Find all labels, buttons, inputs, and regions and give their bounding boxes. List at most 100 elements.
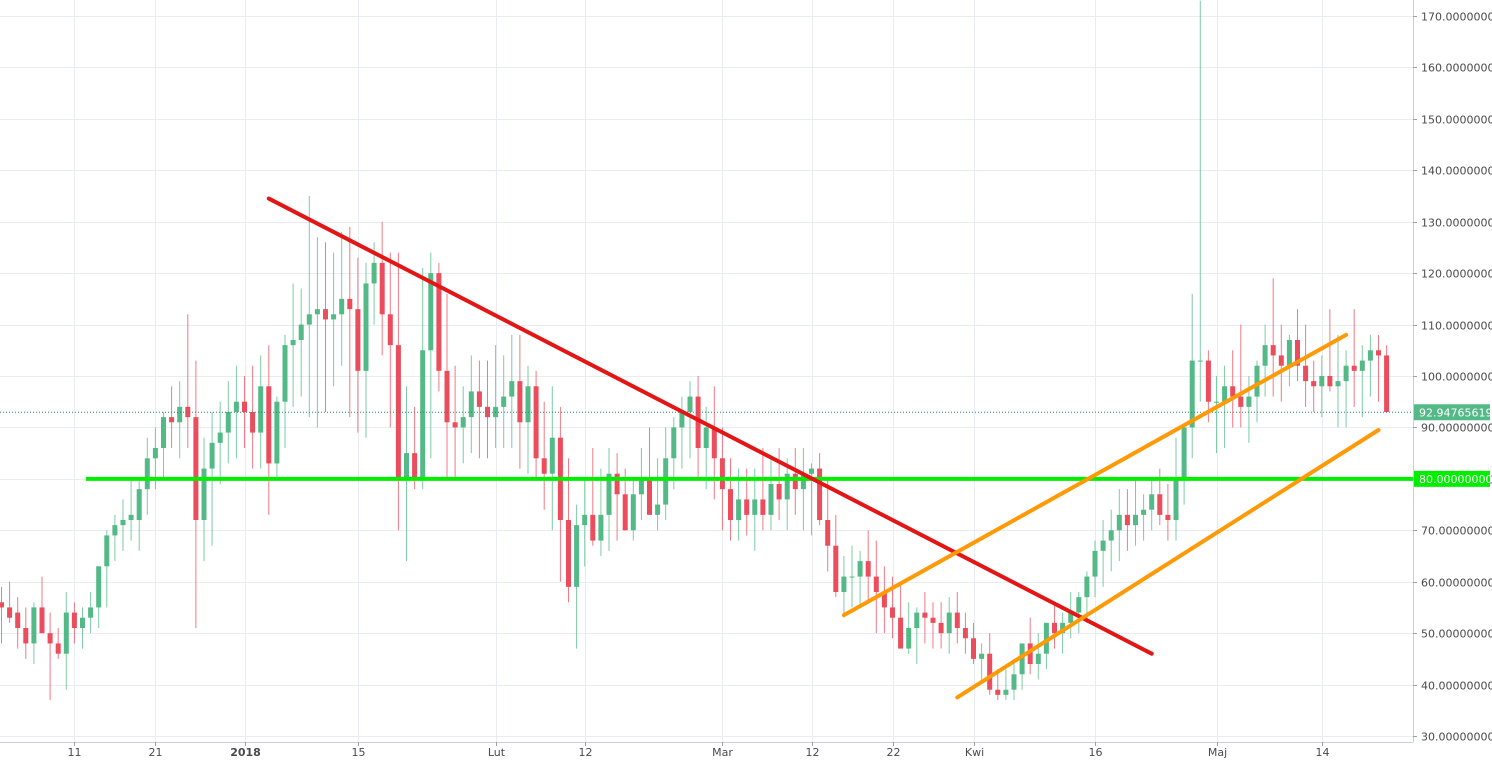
candle[interactable] xyxy=(444,293,450,479)
candle[interactable] xyxy=(339,232,345,366)
candle[interactable] xyxy=(1165,484,1171,541)
candle[interactable] xyxy=(809,463,814,536)
candle[interactable] xyxy=(574,504,580,649)
candle[interactable] xyxy=(898,581,904,649)
candle[interactable] xyxy=(233,365,239,459)
candle[interactable] xyxy=(849,545,855,608)
candle[interactable] xyxy=(1060,612,1066,654)
candle[interactable] xyxy=(857,550,863,608)
candle[interactable] xyxy=(331,252,337,387)
candle[interactable] xyxy=(468,355,474,454)
candle[interactable] xyxy=(509,334,515,448)
candle[interactable] xyxy=(1278,324,1284,402)
candle[interactable] xyxy=(1141,494,1147,541)
candle[interactable] xyxy=(1343,350,1349,428)
candle[interactable] xyxy=(655,458,661,531)
candle[interactable] xyxy=(987,633,993,695)
candle[interactable] xyxy=(128,478,134,541)
candle[interactable] xyxy=(1019,643,1025,690)
candle[interactable] xyxy=(687,381,693,459)
candle[interactable] xyxy=(1319,355,1325,418)
candle[interactable] xyxy=(387,252,393,428)
candle[interactable] xyxy=(404,386,409,562)
channel-upper-line[interactable] xyxy=(841,332,1349,618)
candle[interactable] xyxy=(533,370,539,479)
drawn-lines[interactable] xyxy=(0,196,1413,700)
candle[interactable] xyxy=(80,607,85,649)
channel-lower-line[interactable] xyxy=(955,428,1381,700)
candle[interactable] xyxy=(1108,509,1114,572)
candle[interactable] xyxy=(23,607,29,659)
candle[interactable] xyxy=(452,365,458,479)
candle[interactable] xyxy=(242,376,247,448)
candle[interactable] xyxy=(177,381,183,459)
candle[interactable] xyxy=(363,262,369,438)
candle[interactable] xyxy=(1027,617,1033,675)
candle[interactable] xyxy=(0,586,4,644)
candle[interactable] xyxy=(298,288,304,397)
candle[interactable] xyxy=(412,406,418,490)
candle[interactable] xyxy=(258,355,264,469)
candle[interactable] xyxy=(1116,489,1122,562)
candle[interactable] xyxy=(7,581,13,623)
candle[interactable] xyxy=(266,345,272,515)
candle[interactable] xyxy=(63,592,69,690)
candle[interactable] xyxy=(379,221,385,356)
candle[interactable] xyxy=(865,530,871,603)
candle[interactable] xyxy=(954,592,960,644)
candle[interactable] xyxy=(355,257,361,433)
candle[interactable] xyxy=(1367,334,1373,397)
candle[interactable] xyxy=(323,242,328,412)
candle[interactable] xyxy=(1092,540,1098,598)
candle[interactable] xyxy=(541,401,547,510)
candle[interactable] xyxy=(39,576,45,634)
candle[interactable] xyxy=(792,448,798,515)
candle[interactable] xyxy=(930,602,936,649)
candle[interactable] xyxy=(663,427,669,520)
candle[interactable] xyxy=(703,406,709,490)
candle[interactable] xyxy=(1222,365,1228,448)
candle[interactable] xyxy=(1376,334,1381,402)
candle[interactable] xyxy=(347,226,353,418)
candle[interactable] xyxy=(1124,489,1130,551)
candle[interactable] xyxy=(598,468,604,556)
candle[interactable] xyxy=(1286,334,1292,387)
candle[interactable] xyxy=(460,386,466,464)
candle[interactable] xyxy=(290,283,296,407)
candle[interactable] xyxy=(728,458,733,541)
candle[interactable] xyxy=(906,602,912,654)
candle[interactable] xyxy=(225,381,231,464)
candle[interactable] xyxy=(922,592,928,644)
candle[interactable] xyxy=(914,607,920,664)
candle[interactable] xyxy=(566,458,571,603)
candle[interactable] xyxy=(161,412,166,479)
candle[interactable] xyxy=(873,540,879,634)
candle[interactable] xyxy=(501,355,507,448)
candle[interactable] xyxy=(217,401,223,484)
candle[interactable] xyxy=(96,566,102,628)
candle[interactable] xyxy=(71,602,77,644)
candle[interactable] xyxy=(1052,602,1057,649)
candle[interactable] xyxy=(1189,293,1195,459)
candle[interactable] xyxy=(1043,622,1049,670)
candle[interactable] xyxy=(428,252,434,459)
candle[interactable] xyxy=(47,612,53,700)
candle[interactable] xyxy=(1100,520,1106,587)
candle[interactable] xyxy=(306,196,312,418)
candle[interactable] xyxy=(614,453,620,541)
candle[interactable] xyxy=(1359,345,1365,418)
candle[interactable] xyxy=(476,360,482,459)
candle[interactable] xyxy=(946,597,952,654)
candle[interactable] xyxy=(112,514,118,562)
candle[interactable] xyxy=(1035,633,1041,680)
candle[interactable] xyxy=(1133,478,1138,546)
candle[interactable] xyxy=(371,242,377,325)
downtrend-line[interactable] xyxy=(266,196,1154,656)
candle[interactable] xyxy=(647,427,652,515)
candle[interactable] xyxy=(1303,324,1309,407)
candle[interactable] xyxy=(752,468,758,551)
candle[interactable] xyxy=(144,437,150,515)
candle[interactable] xyxy=(1011,658,1017,700)
time-axis[interactable]: 11 21 2018 15 Lut 12 Mar 12 22 Kwi 16 Maj 14 xyxy=(68,742,1330,759)
